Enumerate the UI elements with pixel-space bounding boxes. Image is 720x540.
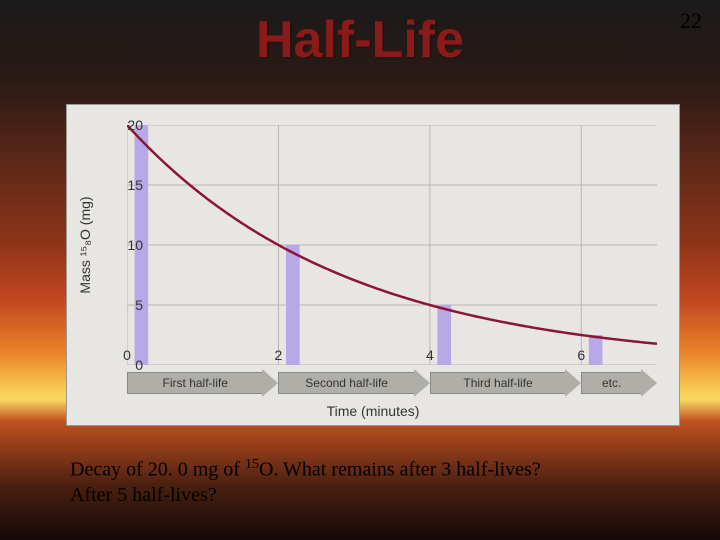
question-text: Decay of 20. 0 mg of 15O. What remains a… [70,456,660,508]
x-tick: 0 [117,347,137,363]
chart-svg [127,125,657,365]
isotope-superscript: 15 [245,457,259,472]
arrow-head-icon [565,369,581,397]
arrow-head-icon [414,369,430,397]
arrow-head-icon [641,369,657,397]
arrow-label: Third half-life [430,372,565,394]
arrow-head-icon [262,369,278,397]
isotope-symbol: O [259,459,273,481]
plot-area [127,125,657,365]
arrow-label: First half-life [127,372,262,394]
halflife-arrow: Third half-life [430,369,581,397]
halflife-arrow: Second half-life [278,369,429,397]
halflife-arrow: First half-life [127,369,278,397]
question-part1: Decay of 20. 0 mg of [70,459,245,481]
x-tick: 4 [420,347,440,363]
halflife-arrow: etc. [581,369,657,397]
slide-title: Half-Life [0,10,720,70]
x-tick: 2 [268,347,288,363]
y-tick: 5 [113,297,143,313]
arrow-label: Second half-life [278,372,413,394]
decay-chart: Mass ¹⁵₈O (mg) Time (minutes) 05101520 0… [66,104,680,426]
question-part2: . What remains after 3 half-lives? [273,459,540,481]
halflife-arrows: First half-life Second half-life Third hal… [127,369,657,397]
x-axis-label: Time (minutes) [67,403,679,419]
y-axis-label: Mass ¹⁵₈O (mg) [77,196,93,293]
y-tick: 20 [113,117,143,133]
y-tick: 15 [113,177,143,193]
y-tick: 10 [113,237,143,253]
question-line2: After 5 half-lives? [70,484,217,506]
page-number: 22 [680,8,702,34]
arrow-label: etc. [581,372,641,394]
x-tick: 6 [571,347,591,363]
